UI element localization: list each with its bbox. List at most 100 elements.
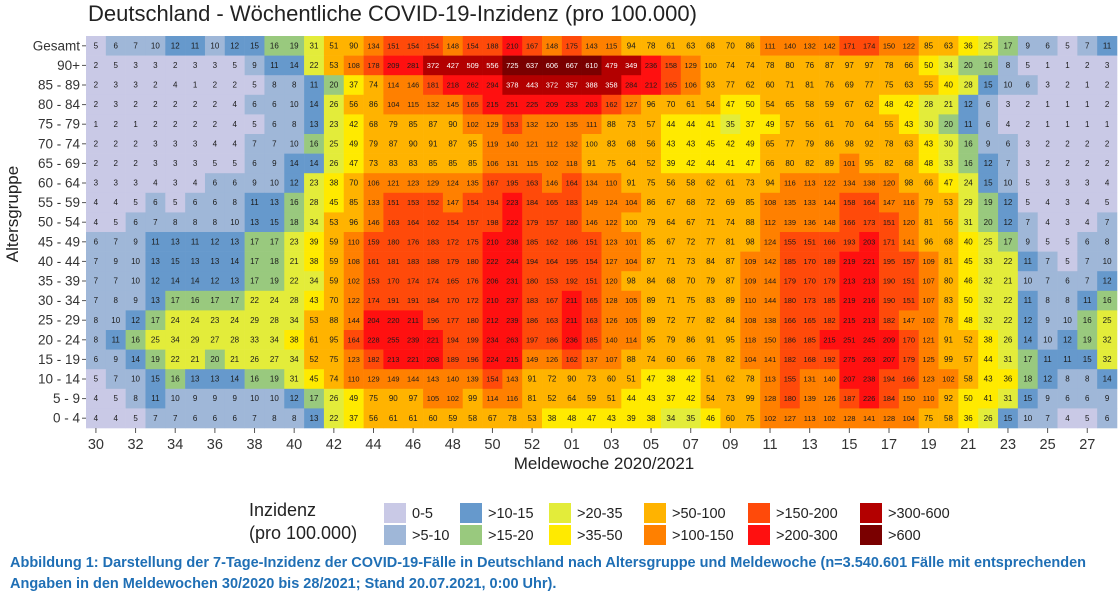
cell-value-label: 212 <box>486 316 498 325</box>
heat-cell <box>660 232 682 252</box>
heat-cell <box>343 36 364 56</box>
cell-value-label: 7 <box>153 218 158 227</box>
cell-value-label: 7 <box>1045 257 1050 266</box>
heat-cell <box>1017 330 1038 350</box>
heat-cell <box>383 134 404 154</box>
heat-cell <box>641 251 662 272</box>
cell-value-label: 4 <box>94 198 99 207</box>
cell-value-label: 31 <box>290 375 299 384</box>
cell-value-label: 1 <box>133 120 138 129</box>
cell-value-label: 50 <box>746 100 755 109</box>
heat-cell <box>918 349 939 370</box>
heat-cell <box>105 369 126 390</box>
heat-cell <box>185 153 206 174</box>
cell-value-label: 17 <box>230 296 239 305</box>
heat-cell <box>561 134 582 154</box>
heat-cell <box>403 251 424 272</box>
heat-cell <box>621 271 642 292</box>
heat-cell <box>581 290 602 311</box>
heat-cell <box>561 36 582 56</box>
heat-cell <box>918 134 939 154</box>
heat-cell <box>581 36 602 56</box>
cell-value-label: 9 <box>986 139 991 148</box>
heat-cell <box>343 232 364 252</box>
cell-value-label: 96 <box>349 218 358 227</box>
cell-value-label: 105 <box>625 316 637 325</box>
cell-value-label: 25 <box>984 237 993 246</box>
heat-cell <box>244 114 265 135</box>
heat-cell <box>204 134 226 154</box>
cell-value-label: 6 <box>94 237 99 246</box>
heat-cell <box>621 408 642 429</box>
cell-value-label: 10 <box>230 218 239 227</box>
cell-value-label: 146 <box>585 218 597 227</box>
heat-cell <box>522 408 543 429</box>
cell-value-label: 38 <box>666 375 675 384</box>
heat-cell <box>442 232 464 252</box>
heat-cell <box>720 251 741 272</box>
cell-value-label: 4 <box>1085 198 1090 207</box>
cell-value-label: 89 <box>726 296 735 305</box>
cell-value-label: 215 <box>506 355 518 364</box>
heat-cell <box>423 153 444 174</box>
cell-value-label: 15 <box>250 41 259 50</box>
cell-value-label: 161 <box>367 257 379 266</box>
cell-value-label: 82 <box>726 355 735 364</box>
heat-cell <box>978 212 999 233</box>
cell-value-label: 43 <box>686 139 695 148</box>
cell-value-label: 262 <box>466 81 478 90</box>
heat-cell <box>1037 114 1058 135</box>
x-axis-ticks: 30 32 34 36 38 40 42 44 46 48 50 52 01 03 05 07 09 11 13 15… <box>88 428 1095 453</box>
cell-value-label: 7 <box>1045 414 1050 423</box>
cell-value-label: 12 <box>1043 375 1052 384</box>
heat-cell <box>839 94 860 115</box>
cell-value-label: 193 <box>843 237 855 246</box>
cell-value-label: 102 <box>447 394 459 403</box>
cell-value-label: 3 <box>114 81 119 90</box>
cell-value-label: 212 <box>645 81 657 90</box>
cell-value-label: 16 <box>191 296 200 305</box>
heat-cell <box>522 232 543 252</box>
heat-cell <box>740 94 761 115</box>
heat-cell <box>621 75 642 96</box>
cell-value-label: 79 <box>805 139 814 148</box>
cell-value-label: 170 <box>804 277 816 286</box>
cell-value-label: 174 <box>863 41 875 50</box>
heat-cell <box>839 153 860 174</box>
x-tick-label: 44 <box>365 437 381 453</box>
heat-cell <box>740 114 761 135</box>
heat-cell <box>185 55 206 76</box>
cell-value-label: 102 <box>546 159 558 168</box>
heat-cell <box>542 36 563 56</box>
heat-cell <box>105 173 126 194</box>
cell-value-label: 179 <box>447 257 459 266</box>
cell-value-label: 116 <box>784 179 796 188</box>
heat-cell <box>86 330 107 350</box>
cell-value-label: 179 <box>823 277 835 286</box>
heat-cell <box>185 75 206 96</box>
cell-value-label: 151 <box>585 237 597 246</box>
heat-cell <box>621 94 642 115</box>
heat-cell <box>462 173 483 194</box>
heat-cell <box>542 290 563 311</box>
heat-cell <box>779 251 801 272</box>
heat-cell <box>244 271 265 292</box>
cell-value-label: 71 <box>706 218 715 227</box>
heat-cell <box>383 212 404 233</box>
cell-value-label: 38 <box>290 335 299 344</box>
cell-value-label: 479 <box>605 61 617 70</box>
heat-cell <box>284 232 305 252</box>
heat-cell <box>204 408 226 429</box>
heat-cell <box>204 173 226 194</box>
heat-cell <box>304 349 325 370</box>
heat-cell <box>641 94 662 115</box>
cell-value-label: 78 <box>885 61 894 70</box>
heat-cell <box>165 232 186 252</box>
heat-cell <box>86 173 107 194</box>
cell-value-label: 33 <box>944 159 953 168</box>
heat-cell <box>304 192 325 213</box>
heat-cell <box>898 388 920 409</box>
heat-cell <box>958 75 979 96</box>
heat-cell <box>323 408 345 429</box>
x-tick-label: 42 <box>326 437 342 453</box>
